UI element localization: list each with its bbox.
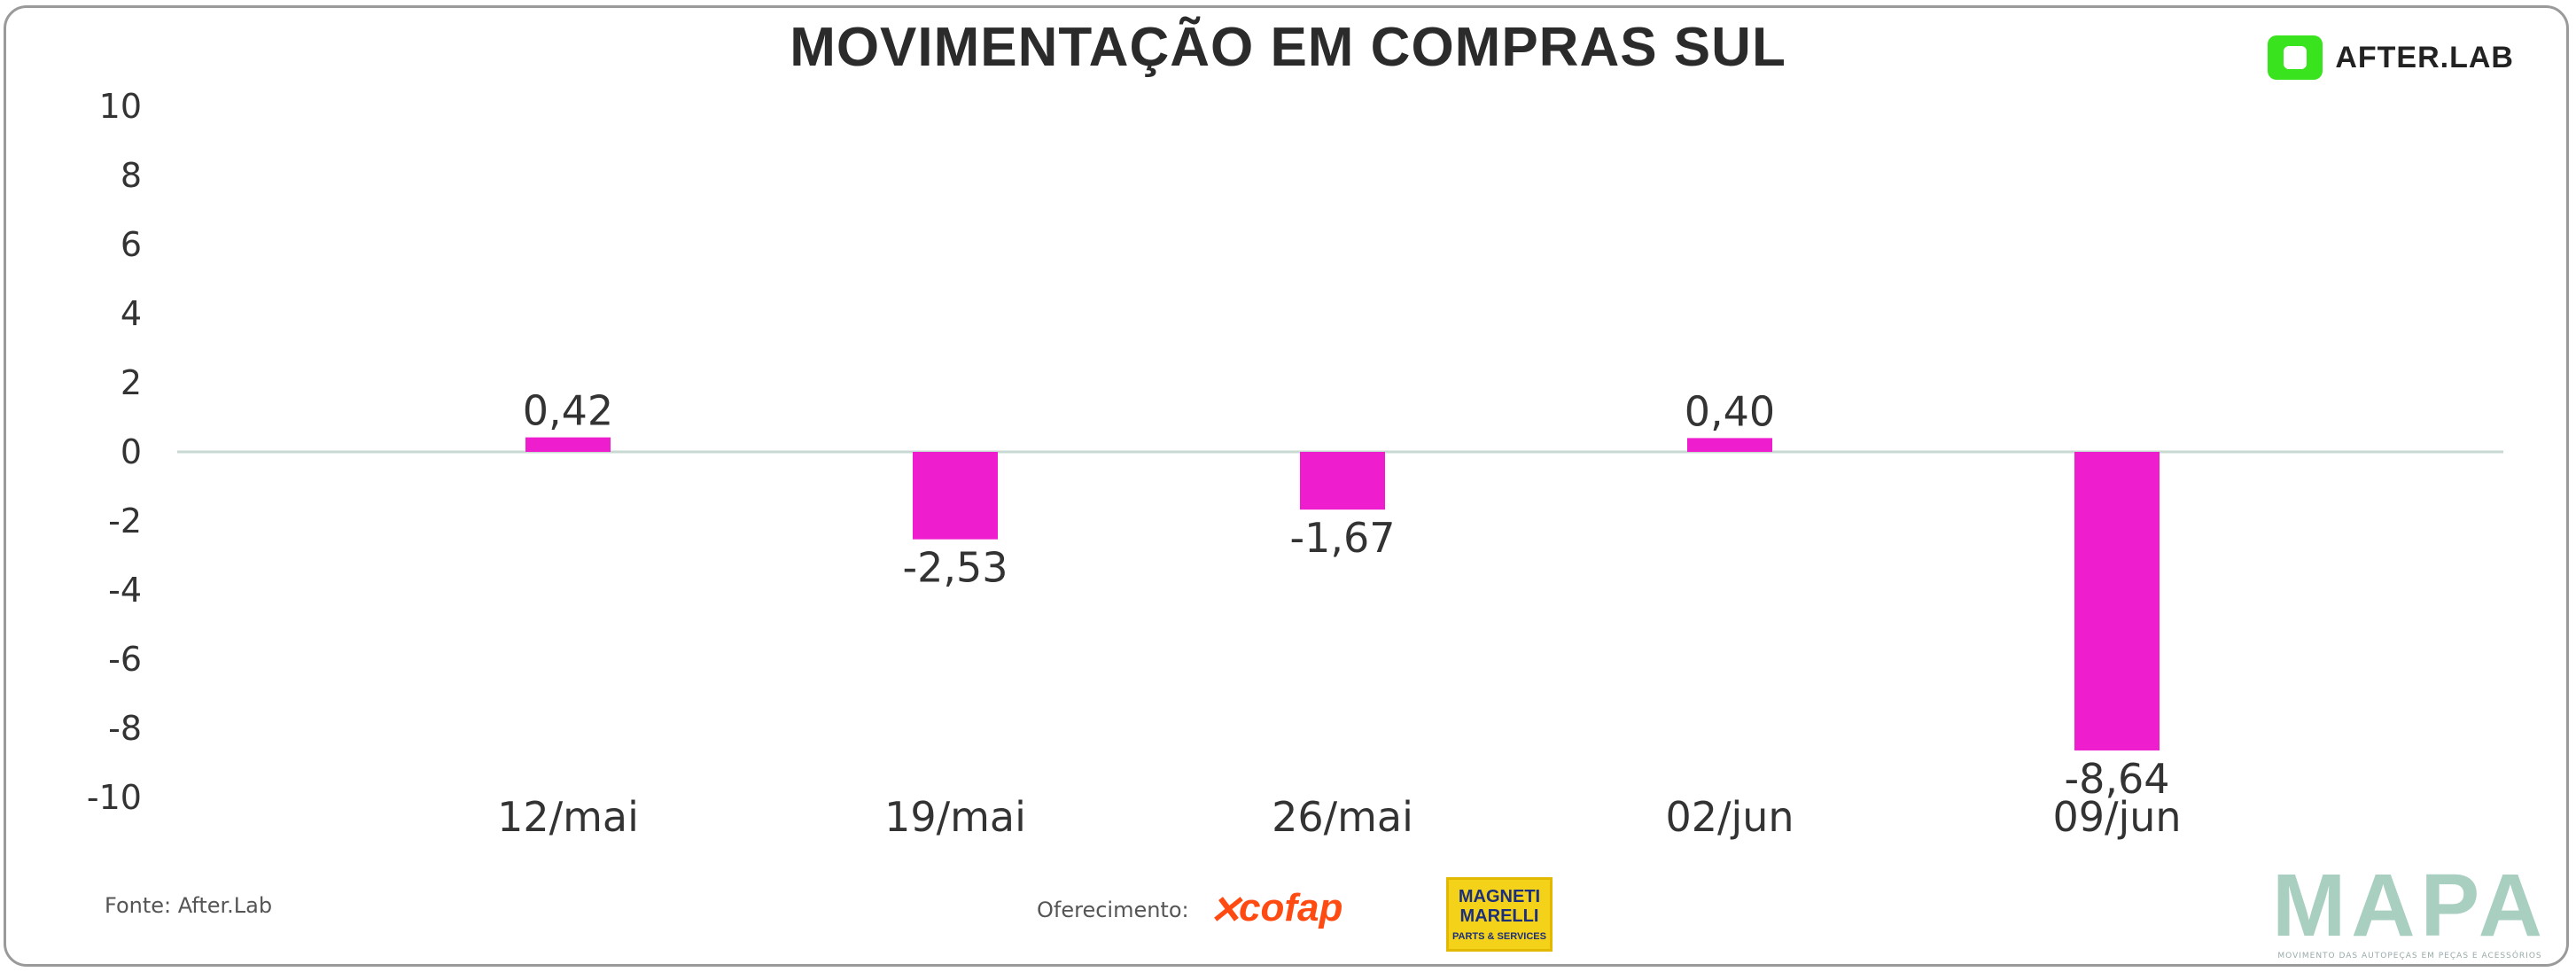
chart-title: MOVIMENTAÇÃO EM COMPRAS SUL (790, 17, 1786, 78)
y-tick-label: -8 (108, 709, 142, 748)
cofap-logo: ✕ cofap (1209, 886, 1343, 932)
y-axis-ticks: 10 8 6 4 2 0 -2 -4 -6 -8 -10 (87, 87, 142, 817)
mapa-logo-subtitle: MOVIMENTO DAS AUTOPEÇAS EM PEÇAS E ACESS… (2277, 952, 2542, 960)
cofap-x-icon: ✕ (1209, 889, 1241, 932)
sponsor-label: Oferecimento: (1037, 898, 1189, 922)
bar (1300, 452, 1385, 510)
y-tick-label: -2 (108, 502, 142, 540)
mapa-logo-text: MAPA (2272, 856, 2549, 955)
bars (525, 437, 2160, 750)
magneti-marelli-logo: MAGNETI MARELLI PARTS & SERVICES (1446, 877, 1553, 952)
y-tick-label: 6 (121, 225, 142, 264)
bar (913, 452, 998, 540)
bar (2074, 452, 2160, 750)
data-label: -8,64 (2064, 755, 2169, 803)
data-label: 0,40 (1685, 387, 1775, 435)
category-labels: 12/mai 19/mai 26/mai 02/jun 09/jun (497, 793, 2181, 841)
bar (525, 437, 611, 452)
data-label: -1,67 (1289, 514, 1395, 562)
chart-frame (4, 5, 2569, 967)
afterlab-logo: AFTER.LAB (2268, 35, 2514, 80)
mapa-logo: MAPA MOVIMENTO DAS AUTOPEÇAS EM PEÇAS E … (2272, 861, 2548, 960)
x-tick-label: 26/mai (1272, 793, 1413, 841)
x-tick-label: 09/jun (2052, 793, 2181, 841)
y-tick-label: 8 (121, 156, 142, 195)
data-labels: 0,42 -2,53 -1,67 0,40 -8,64 (523, 387, 2170, 803)
magneti-marelli-name: MAGNETI MARELLI (1458, 887, 1541, 926)
y-tick-label: 10 (99, 87, 142, 126)
y-tick-label: 2 (121, 363, 142, 402)
x-tick-label: 12/mai (497, 793, 639, 841)
data-label: -2,53 (902, 544, 1008, 592)
y-tick-label: -10 (87, 778, 142, 817)
cofap-logo-text: cofap (1239, 886, 1343, 929)
y-tick-label: 4 (121, 294, 142, 333)
afterlab-logo-text: AFTER.LAB (2335, 40, 2514, 74)
y-tick-label: -4 (108, 571, 142, 610)
bar (1687, 438, 1772, 452)
source-note: Fonte: After.Lab (105, 893, 273, 918)
magneti-marelli-tagline: PARTS & SERVICES (1452, 931, 1546, 942)
y-tick-label: -6 (108, 640, 142, 679)
x-tick-label: 02/jun (1665, 793, 1794, 841)
x-tick-label: 19/mai (884, 793, 1026, 841)
data-label: 0,42 (523, 387, 613, 435)
afterlab-logo-icon (2268, 35, 2323, 80)
y-tick-label: 0 (121, 432, 142, 471)
